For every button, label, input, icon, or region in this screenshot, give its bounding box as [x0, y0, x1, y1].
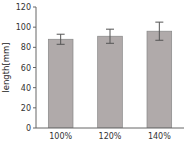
chart-svg: 0 20 40 60 80 100 120 length[mm] 100% 120% 140% — [0, 0, 190, 145]
x-axis-line — [36, 128, 184, 129]
x-tick-label: 140% — [148, 132, 171, 141]
y-tick-label: 60 — [21, 64, 31, 73]
error-bar — [57, 34, 65, 44]
error-cap — [106, 29, 114, 30]
error-cap — [155, 40, 163, 41]
error-cap — [57, 44, 65, 45]
error-line — [159, 22, 160, 40]
y-tick-label: 80 — [21, 43, 31, 52]
bar — [98, 36, 123, 128]
x-tick-label: 120% — [99, 132, 122, 141]
error-bar — [106, 29, 114, 43]
error-cap — [57, 34, 65, 35]
bar — [48, 39, 73, 128]
y-tick-label: 100 — [16, 23, 31, 32]
error-bar — [155, 22, 163, 40]
error-cap — [106, 43, 114, 44]
x-tick-label: 100% — [49, 132, 72, 141]
bar — [147, 31, 172, 128]
y-tick-label: 120 — [16, 3, 31, 12]
bars — [48, 22, 171, 128]
error-line — [110, 29, 111, 43]
y-tick-label: 40 — [21, 84, 31, 93]
y-tick-label: 20 — [21, 104, 31, 113]
y-axis-label: length[mm] — [1, 42, 11, 92]
error-line — [60, 34, 61, 44]
y-tick-label: 0 — [26, 124, 31, 133]
chart-container: 0 20 40 60 80 100 120 length[mm] 100% 120% 140% — [0, 0, 190, 145]
y-axis-line — [36, 7, 37, 128]
error-cap — [155, 22, 163, 23]
